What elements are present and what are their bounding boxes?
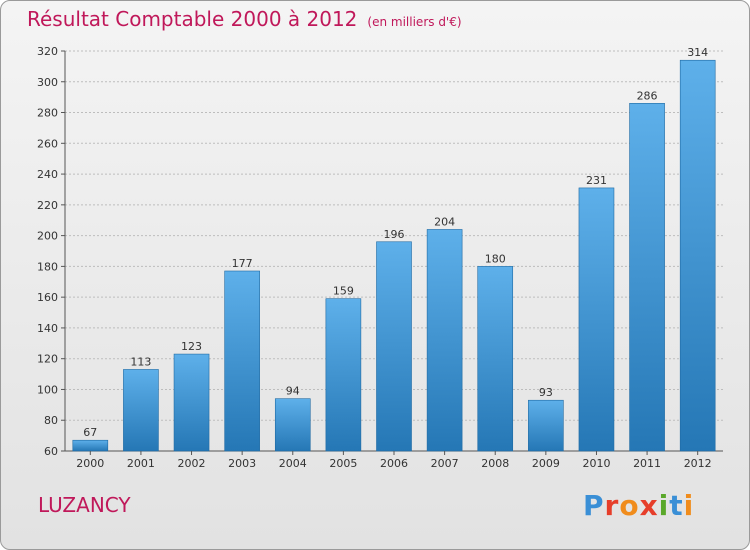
logo-letter: o — [619, 489, 640, 522]
data-label: 314 — [687, 46, 708, 59]
y-tick-label: 220 — [37, 199, 58, 212]
bar — [72, 439, 109, 452]
x-tick-label: 2007 — [431, 457, 459, 470]
x-tick-label: 2010 — [582, 457, 610, 470]
chart-subtitle: (en milliers d'€) — [367, 15, 462, 29]
commune-name: LUZANCY — [38, 493, 131, 517]
y-tick-label: 200 — [37, 230, 58, 243]
data-label: 67 — [83, 426, 97, 439]
x-tick-label: 2004 — [279, 457, 307, 470]
y-tick-label: 60 — [44, 445, 58, 458]
data-label: 159 — [333, 285, 354, 298]
y-tick-label: 120 — [37, 353, 58, 366]
y-tick-label: 300 — [37, 76, 58, 89]
bar — [376, 241, 412, 452]
y-tick-label: 180 — [37, 260, 58, 273]
bar — [578, 187, 615, 452]
data-label: 204 — [434, 215, 455, 228]
data-label: 196 — [384, 228, 405, 241]
x-tick-label: 2008 — [481, 457, 509, 470]
y-tick-label: 240 — [37, 168, 58, 181]
data-label: 180 — [485, 252, 506, 265]
logo-letter: i — [683, 489, 695, 522]
x-tick-label: 2011 — [633, 457, 661, 470]
bar — [679, 59, 716, 452]
data-label: 231 — [586, 174, 607, 187]
x-tick-label: 2000 — [76, 457, 104, 470]
data-label: 123 — [181, 340, 202, 353]
bar — [173, 353, 210, 452]
x-tick-label: 2002 — [178, 457, 206, 470]
data-label: 94 — [286, 385, 300, 398]
x-tick-label: 2001 — [127, 457, 155, 470]
bar — [629, 103, 665, 452]
x-tick-label: 2003 — [228, 457, 256, 470]
chart-title: Résultat Comptable 2000 à 2012 — [27, 7, 358, 31]
logo-letter: P — [583, 489, 605, 522]
data-label: 177 — [232, 257, 253, 270]
y-tick-label: 140 — [37, 322, 58, 335]
chart-title-block: Résultat Comptable 2000 à 2012 (en millie… — [27, 7, 462, 31]
bar — [477, 266, 514, 452]
bar — [528, 399, 564, 452]
data-label: 113 — [130, 355, 151, 368]
y-tick-label: 280 — [37, 107, 58, 120]
bar — [274, 398, 311, 452]
bar — [123, 369, 159, 452]
x-tick-label: 2009 — [532, 457, 560, 470]
proxiti-logo[interactable]: Proxiti — [583, 489, 694, 522]
y-tick-label: 260 — [37, 137, 58, 150]
y-tick-label: 80 — [44, 414, 58, 427]
x-tick-label: 2005 — [329, 457, 357, 470]
y-tick-label: 160 — [37, 291, 58, 304]
logo-letter: t — [669, 489, 684, 522]
y-tick-label: 100 — [37, 383, 58, 396]
logo-letter: i — [658, 489, 670, 522]
y-tick-label: 320 — [37, 45, 58, 58]
data-label: 286 — [637, 89, 658, 102]
logo-letter: x — [639, 489, 659, 522]
data-label: 93 — [539, 386, 553, 399]
bar — [426, 229, 463, 452]
bar — [325, 298, 362, 452]
x-tick-label: 2012 — [684, 457, 712, 470]
logo-letter: r — [604, 489, 620, 522]
x-tick-label: 2006 — [380, 457, 408, 470]
bar — [224, 270, 260, 452]
